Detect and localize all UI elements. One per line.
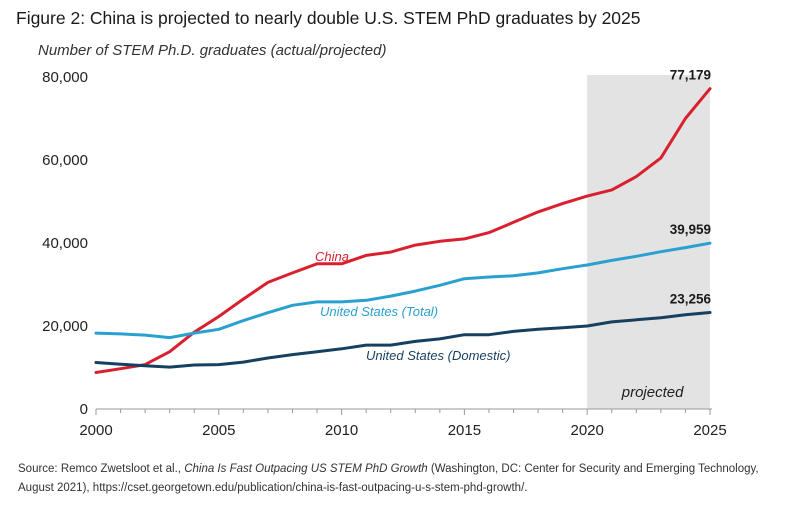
- end-label-united-states-domestic: 23,256: [670, 291, 712, 306]
- y-tick-label: 40,000: [42, 235, 88, 252]
- x-tick-label: 2005: [202, 422, 235, 439]
- source-title: China Is Fast Outpacing US STEM PhD Grow…: [184, 463, 428, 475]
- y-tick-label: 60,000: [42, 152, 88, 169]
- y-tick-label: 0: [80, 401, 88, 418]
- x-tick-label: 2025: [693, 422, 726, 439]
- x-tick-label: 2000: [79, 422, 112, 439]
- source-prefix: Source: Remco Zwetsloot et al.,: [18, 463, 185, 475]
- series-line-united-states-total: [94, 241, 712, 340]
- x-tick-label: 2015: [448, 422, 481, 439]
- series-label-china: China: [315, 249, 349, 264]
- series-lines: [94, 87, 712, 374]
- y-axis: 0 20,000 40,000 60,000 80,000: [42, 69, 88, 418]
- y-tick-label: 80,000: [42, 69, 88, 86]
- series-label-us-total: United States (Total): [320, 304, 438, 319]
- end-label-united-states-total: 39,959: [670, 222, 711, 237]
- x-tick-label: 2010: [325, 422, 358, 439]
- source-note: Source: Remco Zwetsloot et al., China Is…: [18, 460, 778, 498]
- x-tick-label: 2020: [571, 422, 604, 439]
- projected-label: projected: [621, 384, 684, 401]
- source-suffix: (Washington, DC: Center for Security and…: [18, 463, 759, 494]
- projected-region: [587, 75, 710, 409]
- series-line-united-states-domestic: [94, 311, 712, 369]
- line-chart: projected 0 20,000 40,000 60,000 80,000 2000…: [42, 68, 727, 439]
- end-label-china: 77,179: [670, 68, 711, 83]
- series-label-us-domestic: United States (Domestic): [366, 348, 511, 363]
- chart-subtitle: Number of STEM Ph.D. graduates (actual/p…: [38, 42, 387, 59]
- series-line-china: [94, 87, 712, 374]
- y-tick-label: 20,000: [42, 318, 88, 335]
- x-axis: 2000 2005 2010 2015 2020 2025: [79, 409, 727, 439]
- figure-title: Figure 2: China is projected to nearly d…: [16, 8, 641, 28]
- end-labels: 77,179 39,959 23,256: [670, 68, 712, 307]
